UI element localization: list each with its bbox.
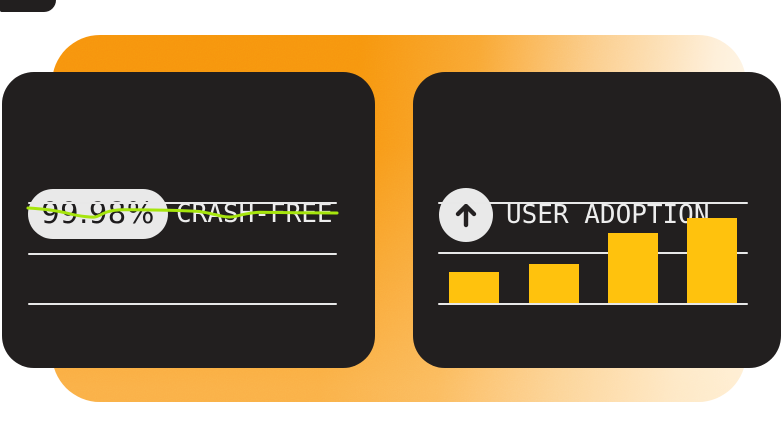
gridline: [438, 303, 748, 305]
crash-free-card: 99.98% CRASH-FREE: [2, 72, 375, 368]
trend-line-path: [26, 206, 339, 219]
adoption-bar: [449, 272, 499, 303]
adoption-bars: [438, 202, 748, 305]
gridline: [438, 252, 748, 254]
gridline: [438, 202, 748, 204]
arrow-up-icon: [455, 203, 477, 228]
crash-free-chart: [26, 202, 339, 305]
user-adoption-header: USER ADOPTION: [439, 185, 710, 245]
trend-line: [26, 206, 339, 219]
user-adoption-card: USER ADOPTION: [413, 72, 781, 368]
adoption-bar: [529, 264, 579, 303]
gridline: [28, 303, 337, 305]
clipped-card-fragment: [0, 0, 56, 12]
user-adoption-title: USER ADOPTION: [506, 200, 710, 230]
user-adoption-chart: [438, 202, 748, 305]
gridline: [28, 202, 337, 204]
adoption-bar: [687, 218, 737, 303]
arrow-up-badge: [439, 188, 493, 242]
gridline: [28, 253, 337, 255]
adoption-bar: [608, 233, 658, 303]
